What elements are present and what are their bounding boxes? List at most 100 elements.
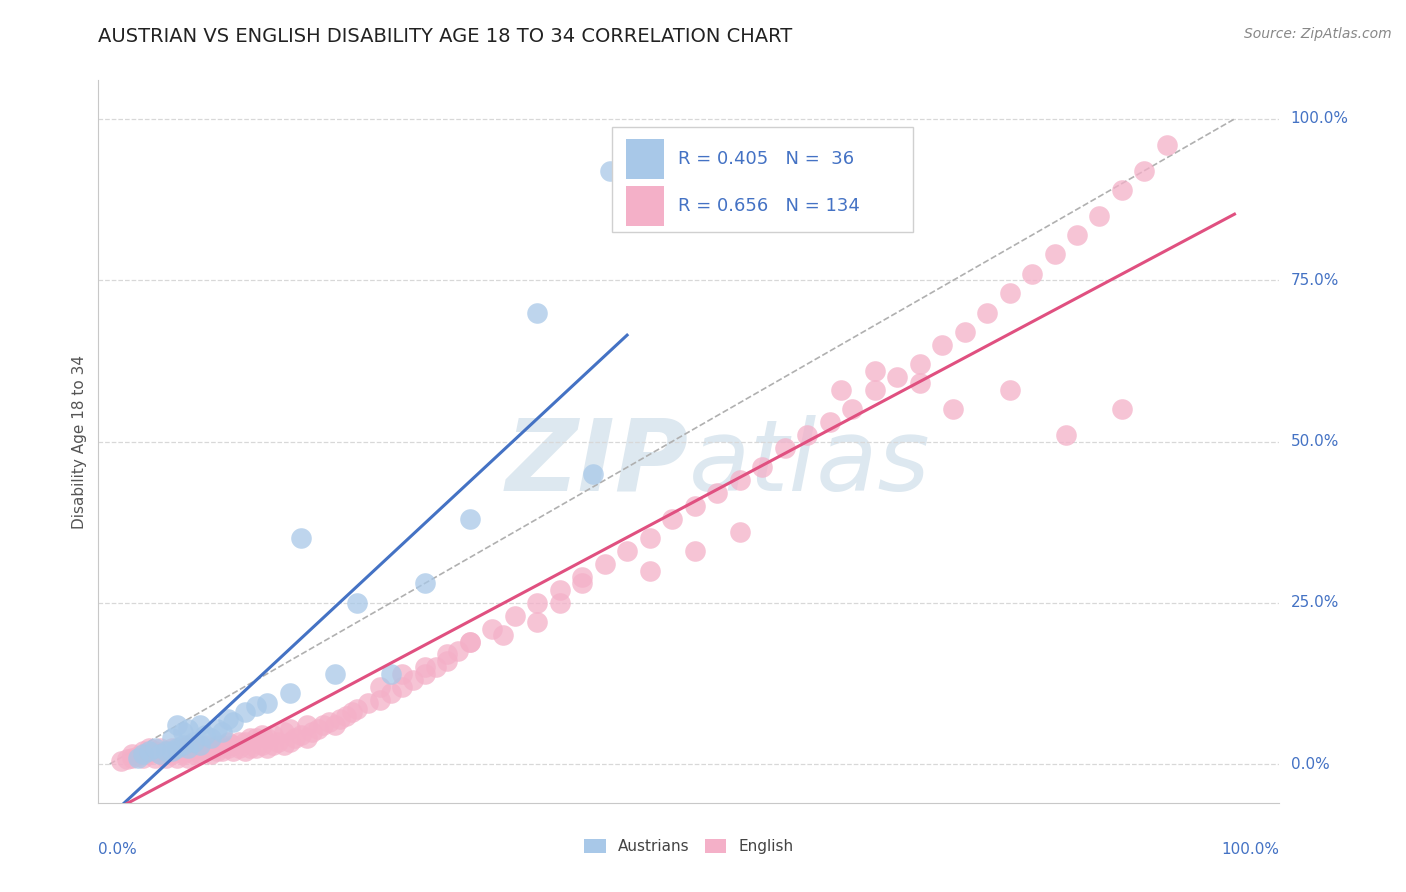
Point <box>638 564 661 578</box>
Point <box>166 718 188 732</box>
Point <box>132 747 155 762</box>
Point <box>942 402 965 417</box>
Point <box>818 415 841 429</box>
Point <box>205 738 228 752</box>
Point <box>599 163 621 178</box>
Point <box>1156 137 1178 152</box>
Point <box>273 738 295 752</box>
Point <box>228 741 250 756</box>
Point <box>548 596 571 610</box>
Point <box>1111 183 1133 197</box>
Point <box>307 722 329 736</box>
Point <box>436 648 458 662</box>
Point <box>931 338 953 352</box>
Point <box>211 744 233 758</box>
Point <box>256 731 278 746</box>
Point <box>571 570 593 584</box>
Point <box>413 666 436 681</box>
Point <box>166 744 188 758</box>
Point <box>188 738 211 752</box>
Point <box>458 512 481 526</box>
Point <box>149 747 172 762</box>
Point <box>239 741 262 756</box>
Point <box>149 747 172 762</box>
Point <box>526 596 548 610</box>
Point <box>155 744 177 758</box>
Point <box>481 622 503 636</box>
Point <box>492 628 515 642</box>
Point <box>402 673 425 688</box>
Point <box>413 660 436 674</box>
Point <box>751 460 773 475</box>
Point <box>616 544 638 558</box>
Point <box>188 741 211 756</box>
Point <box>194 738 217 752</box>
Point <box>728 524 751 539</box>
Point <box>830 383 852 397</box>
Point <box>132 744 155 758</box>
Text: R = 0.656   N = 134: R = 0.656 N = 134 <box>678 197 860 215</box>
Point <box>262 728 284 742</box>
Point <box>172 741 194 756</box>
Point <box>250 738 273 752</box>
Text: 75.0%: 75.0% <box>1291 273 1339 288</box>
FancyBboxPatch shape <box>612 128 914 232</box>
Point <box>217 712 239 726</box>
Point <box>262 738 284 752</box>
Point <box>205 722 228 736</box>
Point <box>217 741 239 756</box>
Point <box>194 728 217 742</box>
Point <box>1054 428 1077 442</box>
Point <box>278 722 301 736</box>
Point <box>425 660 447 674</box>
Point <box>205 744 228 758</box>
Point <box>447 644 470 658</box>
Point <box>155 750 177 764</box>
Point <box>340 706 363 720</box>
Point <box>177 738 200 752</box>
Point <box>582 467 605 481</box>
Point <box>458 634 481 648</box>
Point <box>177 750 200 764</box>
Point <box>886 370 908 384</box>
Point <box>256 696 278 710</box>
Point <box>143 750 166 764</box>
Point <box>143 741 166 756</box>
Point <box>233 734 256 748</box>
Point <box>908 357 931 371</box>
Point <box>323 718 346 732</box>
Point <box>593 557 616 571</box>
Point <box>222 744 245 758</box>
Point <box>773 441 796 455</box>
Point <box>796 428 818 442</box>
Point <box>295 718 318 732</box>
Point <box>638 531 661 545</box>
Point <box>110 754 132 768</box>
Point <box>166 750 188 764</box>
Point <box>413 576 436 591</box>
Point <box>138 744 160 758</box>
Point <box>127 749 149 764</box>
Point <box>1043 247 1066 261</box>
Point <box>323 666 346 681</box>
Point <box>571 576 593 591</box>
Point <box>222 715 245 730</box>
Point <box>132 750 155 764</box>
Point <box>1088 209 1111 223</box>
Text: 25.0%: 25.0% <box>1291 595 1339 610</box>
Point <box>380 666 402 681</box>
Point <box>177 744 200 758</box>
Point <box>863 363 886 377</box>
Point <box>318 715 340 730</box>
Point <box>278 734 301 748</box>
Point <box>661 512 683 526</box>
Point <box>172 738 194 752</box>
Point <box>273 724 295 739</box>
Point <box>143 744 166 758</box>
Point <box>526 615 548 630</box>
Point <box>706 486 728 500</box>
Point <box>211 738 233 752</box>
Point <box>301 724 323 739</box>
Point <box>138 741 160 756</box>
Point <box>155 744 177 758</box>
